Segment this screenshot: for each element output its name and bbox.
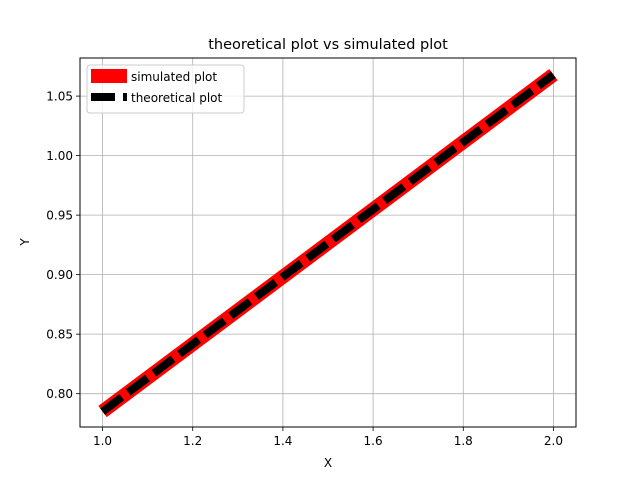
plot-series xyxy=(98,69,558,418)
y-tick-label: 1.00 xyxy=(46,149,73,163)
x-axis-label: X xyxy=(324,456,332,470)
y-axis-label: Y xyxy=(18,238,32,247)
legend: simulated plot theoretical plot xyxy=(86,64,245,114)
y-tick-label: 0.90 xyxy=(46,268,73,282)
y-tick-label: 0.80 xyxy=(46,387,73,401)
x-tick-label: 1.0 xyxy=(93,434,112,448)
plot-frame xyxy=(79,57,577,428)
x-tick-label: 2.0 xyxy=(544,434,563,448)
grid xyxy=(80,58,576,427)
legend-label-simulated: simulated plot xyxy=(131,70,217,84)
y-tick-label: 0.95 xyxy=(46,209,73,223)
x-tick-label: 1.4 xyxy=(273,434,292,448)
x-tick-label: 1.6 xyxy=(364,434,383,448)
theoretical-series-line xyxy=(100,71,556,415)
x-tick-label: 1.2 xyxy=(183,434,202,448)
x-axis-ticks: 1.0 1.2 1.4 1.6 1.8 2.0 xyxy=(93,427,563,448)
y-tick-label: 1.05 xyxy=(46,90,73,104)
x-tick-label: 1.8 xyxy=(454,434,473,448)
y-axis-ticks: 0.80 0.85 0.90 0.95 1.00 1.05 xyxy=(46,90,80,401)
y-tick-label: 0.85 xyxy=(46,328,73,342)
chart-title: theoretical plot vs simulated plot xyxy=(208,37,448,53)
legend-label-theoretical: theoretical plot xyxy=(131,91,223,105)
